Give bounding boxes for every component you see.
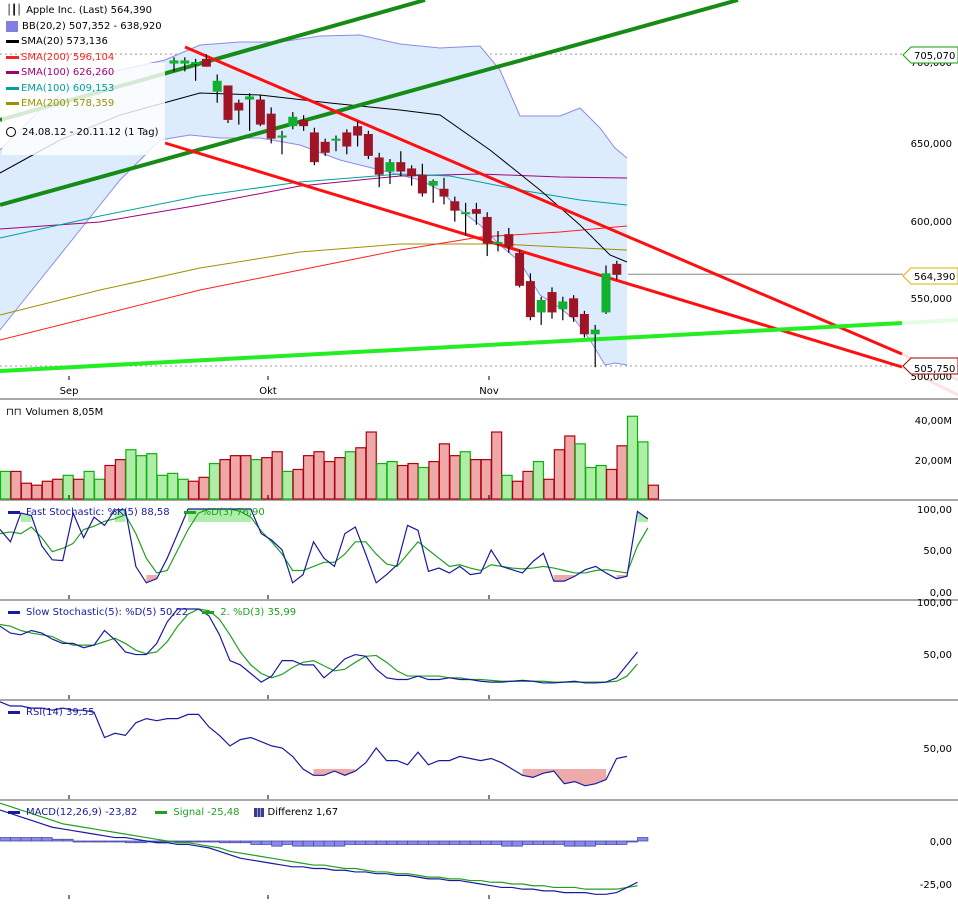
month-label-okt: Okt bbox=[259, 386, 277, 397]
tick-rsi-50: 50,00 bbox=[923, 744, 952, 755]
slow-stochastic-panel bbox=[0, 608, 638, 684]
sma200-swatch-icon bbox=[6, 55, 19, 59]
month-label-nov: Nov bbox=[479, 386, 499, 397]
tick-550: 550,000 bbox=[911, 294, 952, 305]
fast-stochastic-panel bbox=[0, 508, 649, 584]
fast-stochastic-legend: Fast Stochastic: %K(5) 88,58 %D(3) 76,90 bbox=[8, 507, 265, 518]
signal-swatch-icon bbox=[155, 811, 168, 814]
volume-bars-icon: ⊓⊓ bbox=[6, 407, 22, 418]
sma100-swatch-icon bbox=[6, 71, 19, 75]
tick-macd-neg25: -25,00 bbox=[920, 880, 952, 891]
tick-fast-50: 50,00 bbox=[923, 546, 952, 557]
month-label-sep: Sep bbox=[60, 386, 79, 397]
slow-stochastic-legend: Slow Stochastic(5): %D(5) 50,22 2. %D(3)… bbox=[8, 607, 296, 618]
tick-vol-40: 40,00M bbox=[915, 416, 952, 427]
tick-fast-100: 100,00 bbox=[917, 505, 952, 516]
ema100-swatch-icon bbox=[6, 86, 19, 90]
slow-d-swatch-icon bbox=[8, 611, 20, 614]
indicator-axes: 40,00M 20,00M 100,00 50,00 0,00 100,00 5… bbox=[915, 416, 952, 891]
macd-legend: MACD(12,26,9) -23,82 Signal -25,48 Diffe… bbox=[8, 807, 338, 818]
price-tag-low: 505,750 bbox=[902, 357, 958, 375]
candlestick-icon: │┃│ bbox=[6, 5, 22, 16]
legend-sma100: SMA(100) 626,260 bbox=[6, 65, 162, 81]
panel-separators bbox=[0, 398, 958, 801]
x-axis: Sep Okt Nov bbox=[60, 386, 499, 397]
tick-slow-100: 100,00 bbox=[917, 598, 952, 609]
tick-fast-0: 0,00 bbox=[930, 588, 952, 599]
svg-text:705,070: 705,070 bbox=[914, 51, 955, 62]
sma20-swatch-icon bbox=[6, 40, 19, 44]
volume-panel bbox=[0, 415, 660, 500]
ema200-swatch-icon bbox=[6, 102, 19, 106]
volume-legend: ⊓⊓ Volumen 8,05M bbox=[6, 407, 104, 418]
main-legend: │┃│ Apple Inc. (Last) 564,390 BB(20,2) 5… bbox=[6, 3, 162, 140]
rsi-legend: RSI(14) 39,55 bbox=[8, 707, 95, 718]
price-tag-high: 705,070 bbox=[902, 46, 958, 64]
tick-slow-50: 50,00 bbox=[923, 650, 952, 661]
svg-text:505,750: 505,750 bbox=[914, 364, 955, 375]
price-tag-last: 564,390 bbox=[902, 267, 958, 285]
fast-k-swatch-icon bbox=[8, 511, 20, 514]
tick-650: 650,000 bbox=[911, 139, 952, 150]
legend-period: 24.08.12 - 20.11.12 (1 Tag) bbox=[6, 125, 162, 141]
legend-sma20: SMA(20) 573,136 bbox=[6, 34, 162, 50]
clock-icon bbox=[6, 127, 16, 138]
rsi-swatch-icon bbox=[8, 711, 20, 714]
tick-600: 600,000 bbox=[911, 217, 952, 228]
tick-vol-20: 20,00M bbox=[915, 456, 952, 467]
legend-ema200: EMA(200) 578,359 bbox=[6, 96, 162, 112]
legend-ema100: EMA(100) 609,153 bbox=[6, 81, 162, 97]
tick-500: 500,000 bbox=[911, 372, 952, 383]
bb-swatch-icon bbox=[6, 20, 18, 32]
histogram-icon bbox=[253, 808, 264, 817]
legend-bb: BB(20,2) 507,352 - 638,920 bbox=[6, 19, 162, 35]
legend-title: │┃│ Apple Inc. (Last) 564,390 bbox=[6, 3, 162, 19]
rsi-panel bbox=[0, 701, 628, 787]
fast-d-swatch-icon bbox=[183, 511, 196, 514]
slow-d2-swatch-icon bbox=[202, 611, 215, 614]
macd-panel bbox=[0, 802, 649, 895]
legend-backdrop bbox=[2, 63, 165, 155]
svg-text:564,390: 564,390 bbox=[914, 272, 955, 283]
macd-swatch-icon bbox=[8, 811, 20, 814]
legend-sma200: SMA(200) 596,104 bbox=[6, 50, 162, 66]
price-axis: 700,000 650,000 600,000 550,000 500,000 bbox=[911, 58, 952, 383]
tick-macd-0: 0,00 bbox=[930, 837, 952, 848]
